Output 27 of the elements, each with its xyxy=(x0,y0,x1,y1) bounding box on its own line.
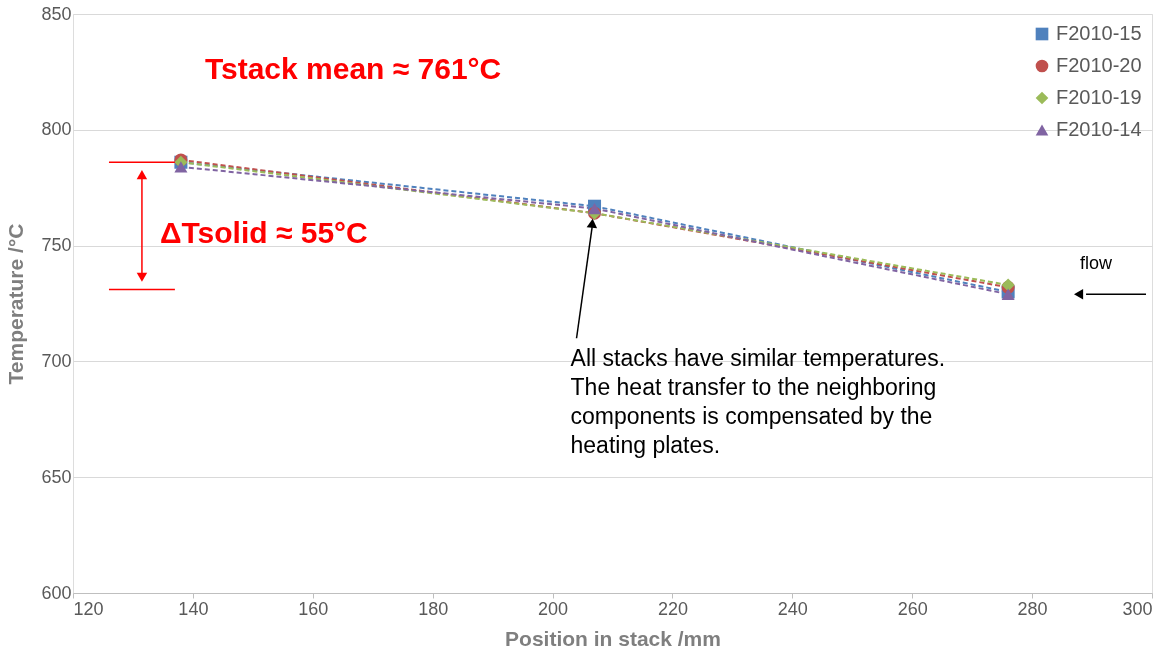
y-tick-label: 850 xyxy=(41,3,72,24)
x-axis-title: Position in stack /mm xyxy=(505,626,721,650)
x-tick-label: 240 xyxy=(777,598,808,619)
x-tick-label: 280 xyxy=(1017,598,1048,619)
y-tick-label: 800 xyxy=(41,119,72,140)
annotation: flow xyxy=(1080,253,1114,274)
x-tick-label: 160 xyxy=(298,598,329,619)
y-tick-label: 700 xyxy=(41,350,72,371)
annotation: Tstack mean ≈ 761°C xyxy=(204,51,502,85)
y-axis-title: Temperature /°C xyxy=(4,223,28,385)
annotation: ΔTsolid ≈ 55°C xyxy=(159,216,368,250)
legend-label: F2010-14 xyxy=(1056,118,1142,140)
x-tick-label: 200 xyxy=(538,598,569,619)
annotation: All stacks have similar temperatures. The heat transfer to the neighboring components is compensated by the heating plates. xyxy=(570,344,946,459)
legend-label: F2010-19 xyxy=(1056,86,1142,108)
x-tick-label: 300 xyxy=(1122,598,1153,619)
x-tick-label: 180 xyxy=(418,598,449,619)
y-tick-label: 650 xyxy=(41,466,72,487)
x-tick-label: 260 xyxy=(897,598,928,619)
y-tick-label: 600 xyxy=(41,582,72,603)
x-tick-label: 120 xyxy=(73,598,104,619)
point xyxy=(174,161,188,173)
x-tick-label: 140 xyxy=(178,598,209,619)
legend-label: F2010-20 xyxy=(1056,54,1142,76)
y-tick-label: 750 xyxy=(41,235,72,256)
legend-label: F2010-15 xyxy=(1056,22,1142,44)
x-tick-label: 220 xyxy=(657,598,688,619)
